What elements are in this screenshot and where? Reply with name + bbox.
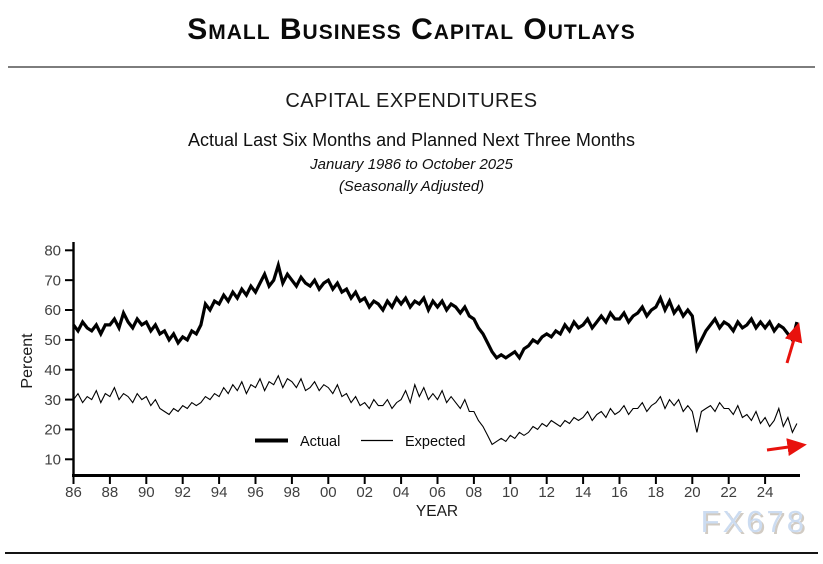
x-tick-label: 06 <box>429 484 446 501</box>
x-tick-label: 04 <box>393 484 410 501</box>
y-tick-label: 20 <box>44 422 61 439</box>
y-axis-title: Percent <box>19 333 36 389</box>
capex-line-chart: 10 20 30 40 50 60 70 80 86 88 90 92 94 96 98 00 02 04 06 0… <box>19 242 807 520</box>
chart-title: CAPITAL EXPENDITURES <box>285 90 538 112</box>
actual-legend-label: Actual <box>300 434 340 450</box>
x-tick-label: 08 <box>466 484 483 501</box>
footer-divider <box>5 552 818 554</box>
y-tick-label: 40 <box>44 362 61 379</box>
fx678-watermark: FX678 <box>700 504 807 539</box>
y-tick-label: 60 <box>44 302 61 319</box>
actual-trend-arrow-icon <box>784 322 803 364</box>
y-tick-label: 50 <box>44 332 61 349</box>
x-tick-label: 92 <box>174 484 191 501</box>
x-tick-label: 24 <box>757 484 774 501</box>
x-tick-label: 18 <box>648 484 665 501</box>
x-tick-label: 10 <box>502 484 519 501</box>
x-axis-title: YEAR <box>416 503 458 520</box>
y-tick-label: 30 <box>44 392 61 409</box>
title-divider <box>8 66 815 68</box>
y-axis-ticks: 10 20 30 40 50 60 70 80 <box>44 243 74 469</box>
x-tick-label: 96 <box>247 484 264 501</box>
actual-series-line <box>72 259 799 361</box>
y-tick-label: 10 <box>44 452 61 469</box>
x-tick-label: 88 <box>102 484 119 501</box>
expected-trend-arrow-icon <box>766 438 807 457</box>
x-tick-label: 20 <box>684 484 701 501</box>
y-tick-label: 70 <box>44 272 61 289</box>
chart-legend: Actual Expected <box>255 434 465 450</box>
x-tick-label: 14 <box>575 484 592 501</box>
data-series <box>72 259 799 446</box>
x-tick-label: 90 <box>138 484 155 501</box>
chart-seasonal-note: (Seasonally Adjusted) <box>338 178 485 195</box>
x-tick-label: 02 <box>356 484 373 501</box>
x-axis-ticks: 86 88 90 92 94 96 98 00 02 04 06 08 10 12 14 16 18 20 22 24 <box>65 475 774 501</box>
y-tick-label: 80 <box>44 243 61 260</box>
expected-legend-label: Expected <box>405 434 465 450</box>
x-tick-label: 98 <box>284 484 301 501</box>
page-title: Small Business Capital Outlays <box>187 13 636 46</box>
x-tick-label: 16 <box>611 484 628 501</box>
x-tick-label: 12 <box>538 484 555 501</box>
expected-series-line <box>73 374 798 446</box>
x-tick-label: 00 <box>320 484 337 501</box>
chart-subtitle: Actual Last Six Months and Planned Next … <box>188 130 635 150</box>
chart-date-range: January 1986 to October 2025 <box>310 156 513 173</box>
x-tick-label: 94 <box>211 484 228 501</box>
x-tick-label: 22 <box>720 484 737 501</box>
x-tick-label: 86 <box>65 484 82 501</box>
